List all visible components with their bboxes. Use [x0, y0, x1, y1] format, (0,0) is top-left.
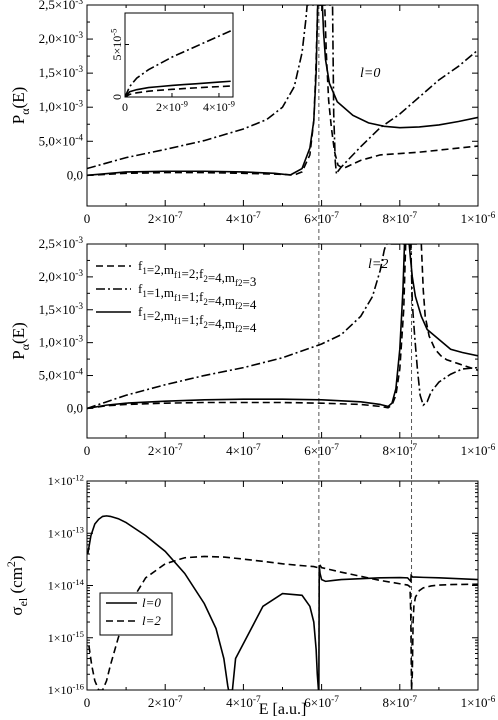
series-line-dashed — [87, 244, 478, 410]
panel-bottom: 0 2×10-7 4×10-7 6×10-7 8×10-7 1×10-6 1×10-16 1×… — [4, 472, 496, 718]
y-tick-label: 2,0×10-3 — [39, 31, 84, 46]
panel-top: 0 2×10-7 4×10-7 6×10-7 8×10-7 1×10-6 0,0 5,0×10… — [9, 0, 496, 244]
x-tick-label: 6×10-7 — [304, 211, 339, 226]
x-tick-label: 8×10-7 — [382, 443, 417, 458]
legend: l=0l=2 — [99, 592, 173, 636]
y-tick-label: 1,5×10-3 — [39, 302, 84, 317]
y-axis-label: Pα(E) — [9, 322, 32, 359]
legend: f1=2,mf1=2;f2=4,mf2=3f1=1,mf1=1;f2=4,mf2… — [96, 258, 257, 335]
y-axis-label: Pα(E) — [9, 87, 32, 124]
y-tick-label: 2,5×10-3 — [39, 236, 84, 251]
legend-label: f1=2,mf1=2;f2=4,mf2=3 — [138, 258, 256, 289]
y-tick-label: 5,0×10-4 — [39, 368, 84, 383]
series-line-dashdot — [87, 244, 478, 410]
x-tick-label: 2×10-7 — [148, 443, 183, 458]
series-line-l=0 — [87, 515, 478, 690]
x-tick-label: 8×10-7 — [382, 695, 417, 710]
y-tick-label: 2,5×10-3 — [39, 0, 84, 12]
inset-x-tick-label: 4×10-9 — [203, 98, 235, 114]
inset-x-tick-label: 2×10-9 — [156, 98, 188, 114]
x-tick-label: 2×10-7 — [148, 695, 183, 710]
x-tick-label: 4×10-7 — [226, 443, 261, 458]
plot-frame — [86, 480, 479, 691]
legend-label: l=0 — [142, 595, 161, 610]
inset-series-dashdot — [125, 30, 232, 97]
y-tick-label: 1,0×10-3 — [39, 99, 84, 114]
y-tick-label: 1,5×10-3 — [39, 65, 84, 80]
y-tick-label: 1×10-12 — [48, 472, 84, 488]
legend-label: f1=1,mf1=1;f2=4,mf2=4 — [138, 281, 257, 312]
legend-label: f1=2,mf1=1;f2=4,mf2=4 — [138, 304, 257, 335]
x-tick-label: 6×10-7 — [304, 695, 339, 710]
inset-series-dashed — [125, 85, 231, 97]
x-tick-label: 1×10-6 — [461, 211, 496, 226]
x-tick-label: 4×10-7 — [226, 695, 261, 710]
series-line-solid — [87, 244, 478, 410]
legend-box — [99, 592, 173, 636]
y-tick-label: 1×10-14 — [48, 577, 85, 593]
x-tick-label: 0 — [84, 695, 91, 710]
inset-series-solid — [125, 80, 231, 97]
x-tick-label: 4×10-7 — [226, 211, 261, 226]
y-tick-label: 0,0 — [67, 167, 83, 182]
y-tick-label: 2,0×10-3 — [39, 269, 84, 284]
series-line-l=2 — [88, 555, 478, 690]
series-line-dashdot — [87, 5, 478, 177]
y-tick-label: 1,0×10-3 — [39, 335, 84, 350]
legend-label: l=2 — [142, 613, 161, 628]
x-tick-label: 1×10-6 — [461, 443, 496, 458]
x-tick-label: 8×10-7 — [382, 211, 417, 226]
y-axis-label: σel (cm2) — [4, 555, 30, 615]
y-tick-label: 0,0 — [67, 400, 83, 415]
partial-wave-annotation: l=2 — [368, 257, 388, 272]
panel-middle: 0 2×10-7 4×10-7 6×10-7 8×10-7 1×10-6 0,0 5,0×10… — [9, 236, 496, 481]
x-tick-label: 0 — [84, 211, 91, 226]
x-tick-label: 2×10-7 — [148, 211, 183, 226]
x-tick-label: 6×10-7 — [304, 443, 339, 458]
y-tick-label: 1×10-15 — [48, 629, 84, 645]
inset: 0 2×10-9 4×10-9 0 5×10-5 — [108, 12, 235, 114]
inset-y-tick-label: 0 — [110, 94, 124, 100]
y-tick-label: 1×10-13 — [48, 525, 84, 541]
x-axis-label: E [a.u.] — [259, 701, 307, 718]
inset-y-tick-label: 5×10-5 — [108, 29, 124, 61]
y-tick-label: 1×10-16 — [48, 681, 85, 697]
x-tick-label: 0 — [84, 443, 91, 458]
inset-x-tick-label: 0 — [122, 100, 128, 114]
y-tick-label: 5,0×10-4 — [39, 133, 84, 148]
x-tick-label: 1×10-6 — [461, 695, 496, 710]
partial-wave-annotation: l=0 — [360, 66, 380, 81]
series-line-solid — [87, 5, 478, 177]
